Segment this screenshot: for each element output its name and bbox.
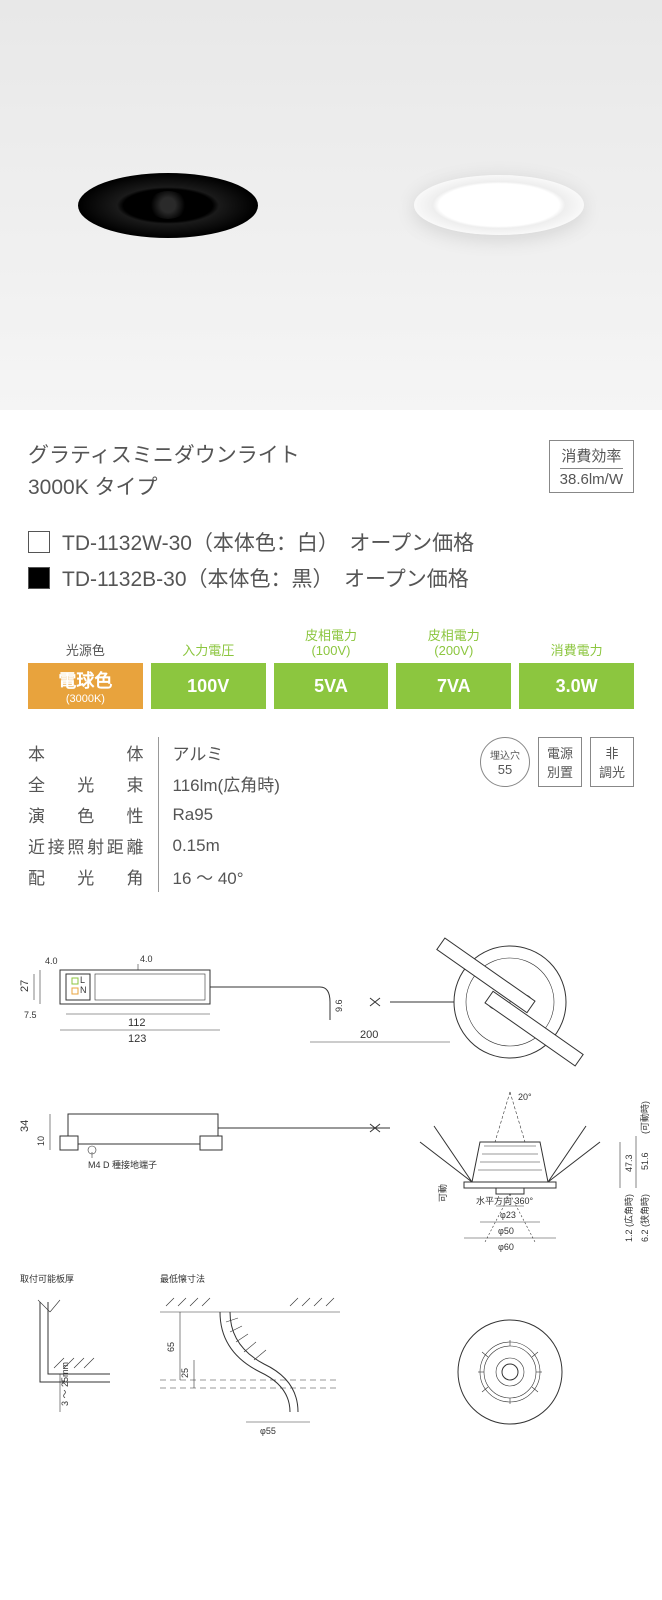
color-swatch [28, 531, 50, 553]
technical-drawing: L N 27 4.0 7.5 112 123 4.0 9.6 [0, 892, 662, 1477]
svg-text:25: 25 [180, 1368, 190, 1378]
title-line-2: 3000K タイプ [28, 472, 300, 504]
svg-text:200: 200 [360, 1029, 378, 1041]
spec-badge: 埋込穴55 [480, 737, 530, 787]
svg-text:20°: 20° [518, 1092, 532, 1102]
product-title: グラティスミニダウンライト 3000K タイプ [28, 440, 300, 503]
detail-row: 全光束116lm(広角時) [28, 768, 280, 799]
efficiency-label: 消費効率 [560, 445, 623, 469]
svg-text:φ55: φ55 [260, 1426, 276, 1436]
detail-key: 配光角 [28, 861, 158, 892]
svg-text:最低懐寸法: 最低懐寸法 [160, 1273, 205, 1284]
svg-text:可動: 可動 [438, 1184, 448, 1202]
downlight-black-photo [78, 173, 258, 238]
efficiency-box: 消費効率 38.6lm/W [549, 440, 634, 493]
detail-value: 116lm(広角時) [158, 768, 280, 799]
spec-label: 入力電圧 [151, 629, 266, 663]
detail-key: 全光束 [28, 768, 158, 799]
spec-badge: 電源別置 [538, 737, 582, 787]
svg-text:6.2 (狭角時): 6.2 (狭角時) [639, 1194, 650, 1242]
svg-text:7.5: 7.5 [24, 1010, 37, 1020]
svg-text:9.6: 9.6 [334, 999, 344, 1012]
spec-col: 皮相電力(100V)5VA [274, 629, 389, 709]
spec-col: 皮相電力(200V)7VA [396, 629, 511, 709]
detail-key: 本体 [28, 737, 158, 768]
svg-text:N: N [80, 985, 87, 995]
svg-text:(可動時): (可動時) [640, 1101, 650, 1134]
color-swatch [28, 567, 50, 589]
svg-text:φ50: φ50 [498, 1226, 514, 1236]
detail-row: 本体アルミ [28, 737, 280, 768]
badge-row: 埋込穴55電源別置非調光 [480, 737, 634, 787]
detail-row: 演色性Ra95 [28, 799, 280, 830]
spec-bar: 光源色電球色(3000K)入力電圧100V皮相電力(100V)5VA皮相電力(2… [28, 629, 634, 709]
svg-text:27: 27 [19, 980, 31, 992]
model-text: TD-1132B-30（本体色：黒） オープン価格 [62, 563, 469, 593]
svg-text:51.6: 51.6 [640, 1152, 650, 1170]
svg-text:φ23: φ23 [500, 1210, 516, 1220]
spec-value: 7VA [396, 663, 511, 709]
model-row: TD-1132W-30（本体色：白） オープン価格 [28, 527, 634, 557]
svg-text:L: L [80, 975, 85, 985]
spec-col: 入力電圧100V [151, 629, 266, 709]
svg-text:112: 112 [128, 1017, 146, 1029]
detail-row: 近接照射距離0.15m [28, 830, 280, 861]
detail-value: アルミ [158, 737, 280, 768]
spec-badge: 非調光 [590, 737, 634, 787]
svg-text:M4 D 種接地端子: M4 D 種接地端子 [88, 1159, 157, 1170]
detail-key: 演色性 [28, 799, 158, 830]
detail-table: 本体アルミ全光束116lm(広角時)演色性Ra95近接照射距離0.15m配光角1… [28, 737, 280, 892]
svg-text:取付可能板厚: 取付可能板厚 [20, 1273, 74, 1284]
spec-value: 100V [151, 663, 266, 709]
svg-text:3 ～ 25mm: 3 ～ 25mm [60, 1362, 70, 1406]
spec-label: 皮相電力(200V) [396, 629, 511, 663]
product-image-area [0, 0, 662, 410]
svg-text:4.0: 4.0 [45, 956, 58, 966]
svg-text:123: 123 [128, 1033, 146, 1045]
efficiency-value: 38.6lm/W [560, 471, 623, 488]
spec-label: 消費電力 [519, 629, 634, 663]
svg-text:65: 65 [166, 1342, 176, 1352]
model-text: TD-1132W-30（本体色：白） オープン価格 [62, 527, 474, 557]
detail-value: 16 ～ 40° [158, 861, 280, 892]
detail-value: 0.15m [158, 830, 280, 861]
title-line-1: グラティスミニダウンライト [28, 440, 300, 472]
svg-text:10: 10 [36, 1136, 46, 1146]
spec-value: 電球色(3000K) [28, 663, 143, 709]
svg-text:34: 34 [19, 1120, 31, 1132]
model-row: TD-1132B-30（本体色：黒） オープン価格 [28, 563, 634, 593]
svg-text:4.0: 4.0 [140, 954, 153, 964]
spec-col: 光源色電球色(3000K) [28, 629, 143, 709]
svg-text:1.2 (広角時): 1.2 (広角時) [623, 1194, 634, 1242]
spec-label: 皮相電力(100V) [274, 629, 389, 663]
detail-value: Ra95 [158, 799, 280, 830]
detail-row: 配光角16 ～ 40° [28, 861, 280, 892]
downlight-white-photo [414, 175, 584, 235]
detail-key: 近接照射距離 [28, 830, 158, 861]
spec-value: 3.0W [519, 663, 634, 709]
spec-label: 光源色 [28, 629, 143, 663]
spec-col: 消費電力3.0W [519, 629, 634, 709]
svg-text:水平方向 360°: 水平方向 360° [476, 1195, 534, 1206]
svg-text:φ60: φ60 [498, 1242, 514, 1252]
spec-value: 5VA [274, 663, 389, 709]
model-list: TD-1132W-30（本体色：白） オープン価格 TD-1132B-30（本体色… [28, 527, 634, 593]
svg-text:47.3: 47.3 [624, 1154, 634, 1172]
